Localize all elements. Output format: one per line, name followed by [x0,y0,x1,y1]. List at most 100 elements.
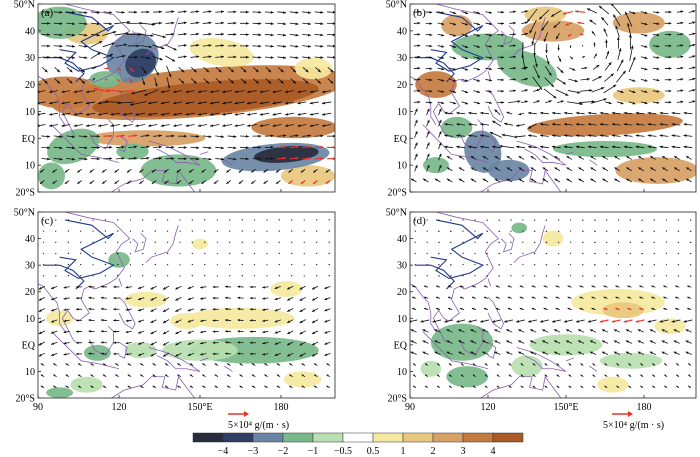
shaded-region [283,371,322,388]
colorbar-swatch [372,432,404,443]
coastline-segment [51,124,82,155]
panel-c-coastline [38,212,233,398]
lat-tick-label: 10 [397,161,407,172]
coastline-segment [118,341,128,359]
panel-a-field [38,4,335,192]
coastline-segment [432,212,500,343]
coastline-segment [422,124,452,155]
reference-vector-label-d: 5×10⁴ g/(m · s) [603,420,664,431]
land-contour [430,11,485,72]
land-contour [430,219,485,280]
colorbar-tick-label: 0.5 [367,446,380,457]
colorbar-swatch [222,432,254,443]
colorbar-swatch [342,432,374,443]
panel-d-coastline [410,212,598,398]
shaded-region [497,49,557,87]
lat-tick-label: 50°N [386,208,407,219]
lon-tick-label: 180 [274,402,289,413]
coastline-segment [410,283,437,332]
shaded-region [649,30,691,58]
colorbar-tick-label: −3 [248,446,259,457]
colorbar-tick-label: −0.5 [334,446,352,457]
panel-a: (a) [37,3,336,193]
reference-vector-label-c: 5×10⁴ g/(m · s) [228,420,289,431]
lon-tick-label: 90 [405,402,415,413]
lon-tick-label: 120 [481,402,496,413]
lat-tick-label: EQ [22,134,36,145]
lat-tick-label: EQ [394,340,408,351]
panel-d: (d) [409,211,697,399]
lat-tick-label: 40 [25,234,35,245]
coastline-segment [145,225,179,263]
colorbar-tick-label: −4 [218,446,229,457]
panel-b-field [410,4,696,192]
shaded-region [294,57,333,80]
colorbar-swatch [492,432,524,443]
lat-tick-label: 20°S [387,188,407,199]
shaded-region [170,312,203,329]
lat-tick-label: 20°S [15,394,35,405]
shaded-region [86,130,206,147]
shaded-region [70,376,103,393]
shaded-region [38,6,87,39]
lat-tick-label: 30 [397,261,407,272]
lon-tick-label: 150°E [187,402,212,413]
lat-tick-label: 10 [397,314,407,325]
shaded-region [162,339,238,361]
coastline-segment [118,71,123,80]
coastline-segment [88,325,114,357]
panel-d-vectors [410,219,693,389]
lat-tick-label: 30 [397,53,407,64]
coastline-segment [132,25,147,45]
coastline-segment [487,341,497,359]
coastline-segment [199,357,209,362]
colorbar-swatch [252,432,284,443]
shaded-region [83,344,111,361]
colorbar-tick-label: −1 [308,446,319,457]
panel-d-frame [409,211,697,399]
lat-tick-label: 20 [25,80,35,91]
coastline-segment [516,347,567,372]
land-contour [59,11,115,72]
coastline-segment [148,347,201,372]
reference-arrowhead-d [628,411,633,417]
shaded-region [92,79,319,117]
panel-c-background [38,212,335,398]
lat-tick-label: 40 [397,26,407,37]
coastline-segment [145,17,179,56]
shaded-region [423,157,449,174]
land-contour [43,264,85,290]
shaded-region [599,352,663,369]
coastline-segment [132,232,147,253]
coastline-segment [110,169,195,192]
shaded-region [529,334,603,356]
colorbar-tick-label: 2 [431,446,436,457]
shaded-region [612,87,665,104]
panel-c-label: (c) [41,215,54,227]
coastline-segment [224,365,233,372]
lat-tick-label: EQ [394,134,408,145]
coastline-segment [516,140,567,166]
coastline-segment [88,119,114,150]
shaded-region [612,12,665,34]
lat-tick-label: 20°S [387,394,407,405]
panel-c-field [38,212,335,398]
panel-d-label: (d) [413,215,426,227]
colorbar-swatch [462,432,494,443]
land-contour [415,57,455,83]
shaded-region [270,281,303,298]
shaded-region [511,355,543,377]
lon-tick-label: 180 [637,402,652,413]
coastline-segment [118,89,136,123]
coastline-segment [199,151,209,155]
shaded-region [251,116,335,139]
coastline-segment [51,331,82,362]
coastline-segment [479,169,562,192]
reference-vector-d: 5×10⁴ g/(m · s) [603,411,664,431]
coastline-segment [589,365,598,372]
panel-a-coastline [38,4,233,192]
shaded-region [654,318,686,335]
coastline-segment [487,296,505,330]
lat-tick-label: 10 [25,107,35,118]
shaded-region [511,222,527,234]
